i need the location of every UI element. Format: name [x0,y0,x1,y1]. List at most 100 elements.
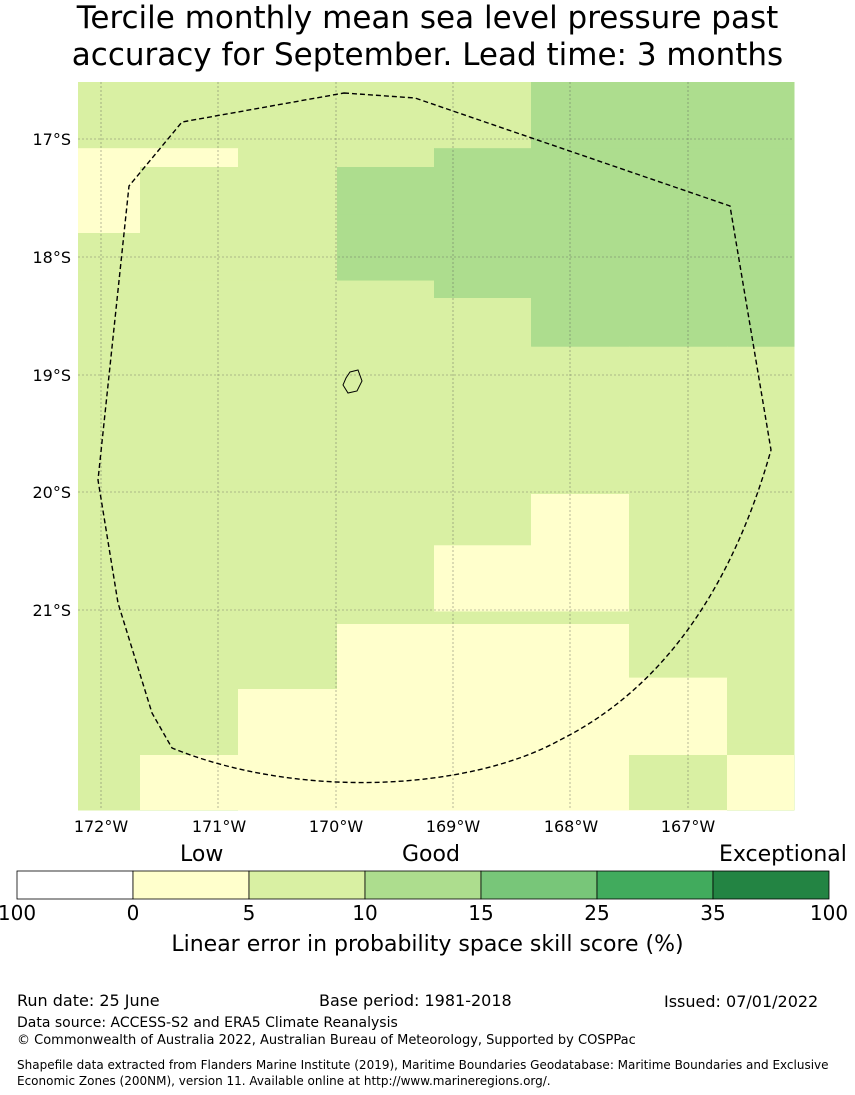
grid-cell [337,214,435,282]
grid-cell-patch [238,755,629,810]
grid-cell [78,677,239,745]
map-title: Tercile monthly mean sea level pressure … [0,0,855,74]
grid-cell [78,346,239,414]
colorbar-tick: 100 [0,901,36,925]
grid-cell [629,346,728,414]
colorbar-box [364,870,482,900]
data-source: Data source: ACCESS-S2 and ERA5 Climate … [17,1015,398,1031]
grid-cell [238,280,338,348]
grid-cell [238,346,338,414]
category-exceptional: Exceptional [719,842,847,867]
shapefile-credit-line-2: Economic Zones (200NM), version 11. Avai… [17,1074,551,1088]
grid-cell-patch [434,233,794,298]
grid-cell [629,677,728,745]
grid-cell-patch [78,755,140,810]
colorbar-ticks: 100 0 5 10 15 25 35 100 [0,901,848,925]
grid-cell [238,611,338,679]
base-period: Base period: 1981-2018 [319,991,512,1010]
grid-cell [434,346,532,414]
longitude-labels: 172°W 171°W 170°W 169°W 168°W 167°W [74,817,716,836]
grid-cell [629,611,728,679]
grid-cell [629,412,728,480]
colorbar-tick: 35 [700,901,725,925]
colorbar-box [248,870,366,900]
grid-cell [727,611,795,679]
grid-cell [629,82,728,149]
lat-label: 21°S [32,601,71,620]
run-date: Run date: 25 June [17,991,160,1010]
grid-cell [238,479,338,546]
colorbar-tick: 10 [352,901,377,925]
grid-cell [434,412,532,480]
grid-cell [434,479,532,546]
grid-cell [727,148,795,215]
map-figure: 17°S 18°S 19°S 20°S 21°S 172°W 171°W 170… [32,82,795,836]
grid-cell [78,545,239,612]
grid-cell [629,479,728,546]
colorbar-title: Linear error in probability space skill … [171,932,684,957]
lat-label: 17°S [32,130,71,149]
colorbar-box [712,870,830,900]
lat-label: 18°S [32,248,71,267]
grid-cell [337,280,435,348]
grid-cell [434,148,532,215]
lon-label: 167°W [661,817,716,836]
grid-cell [531,346,630,414]
grid-cell [531,412,630,480]
grid-cell [337,346,435,414]
grid-cell-patch [78,167,140,233]
grid-cell [727,479,795,546]
issued-date: Issued: 07/01/2022 [664,992,819,1011]
lon-label: 170°W [309,817,364,836]
grid-cell [78,611,239,679]
grid-cell [238,545,338,612]
grid-cell [434,82,532,149]
colorbar-tick: 100 [810,901,848,925]
latitude-labels: 17°S 18°S 19°S 20°S 21°S [32,130,71,620]
grid-cell [531,82,630,149]
grid-cell [238,148,338,215]
colorbar-box [16,870,134,900]
lat-label: 20°S [32,483,71,502]
title-line-2: accuracy for September. Lead time: 3 mon… [71,37,784,73]
map-patches [78,82,794,810]
colorbar-tick: 0 [127,901,140,925]
copyright: © Commonwealth of Australia 2022, Austra… [17,1033,636,1048]
lon-label: 172°W [74,817,129,836]
grid-cell [337,479,435,546]
grid-cell-patch [629,755,727,810]
lon-label: 168°W [544,817,599,836]
grid-cell-patch [78,82,238,102]
grid-cell [78,479,239,546]
colorbar-box [132,870,250,900]
grid-cell-patch [727,755,794,810]
gridlines [78,82,794,810]
grid-cell-patch [337,82,434,167]
grid-cell [337,545,435,612]
colorbar-boxes [16,870,830,900]
colorbar: 100 0 5 10 15 25 35 100 [0,870,848,925]
grid-cell-patch [140,167,238,233]
shapefile-credit-line-1: Shapefile data extracted from Flanders M… [17,1058,829,1072]
eez-boundary [97,92,772,784]
grid-cell-patch [337,624,629,689]
grid-cell [727,677,795,745]
grid-cell [78,412,239,480]
lat-label: 19°S [32,366,71,385]
grid-cell [238,214,338,282]
grid-cell [727,412,795,480]
grid-cell [434,545,532,612]
colorbar-tick: 15 [468,901,493,925]
grid-cell [238,82,338,149]
lon-label: 171°W [192,817,247,836]
grid-cell-patch [140,755,238,810]
island-outline [342,369,363,394]
grid-cell [727,82,795,149]
colorbar-tick: 5 [243,901,256,925]
title-line-1: Tercile monthly mean sea level pressure … [76,0,779,36]
lon-label: 169°W [426,817,481,836]
grid-cell [727,545,795,612]
category-good: Good [402,842,460,867]
grid-cell [531,148,630,215]
colorbar-box [596,870,714,900]
